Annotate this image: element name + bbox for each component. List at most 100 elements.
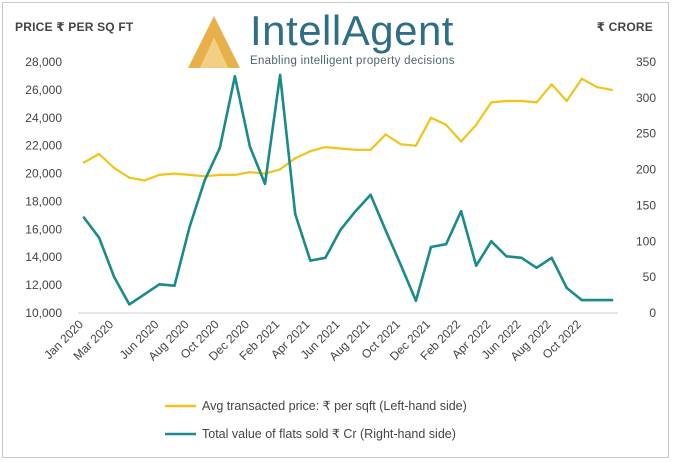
value-data-point — [233, 75, 237, 78]
value-data-point — [399, 263, 402, 267]
left-y-tick-label: 16,000 — [25, 222, 62, 236]
price-data-point — [610, 88, 614, 92]
price-data-point — [143, 179, 146, 182]
value-data-point — [429, 245, 433, 249]
price-data-point — [233, 173, 237, 177]
value-data-point — [565, 286, 568, 290]
left-y-tick-label: 28,000 — [25, 55, 62, 69]
left-axis-title: PRICE ₹ PER SQ FT — [15, 20, 134, 34]
value-data-point — [309, 259, 312, 262]
right-y-tick-label: 50 — [643, 270, 657, 284]
value-data-point — [203, 179, 206, 182]
value-data-point — [112, 275, 116, 279]
price-data-point — [218, 173, 221, 177]
price-data-point — [369, 148, 372, 152]
left-y-tick-label: 26,000 — [25, 83, 62, 97]
price-data-point — [580, 77, 584, 80]
price-data-point — [128, 176, 131, 179]
value-data-point — [324, 256, 327, 259]
value-data-point — [248, 145, 252, 148]
value-data-point — [505, 255, 508, 258]
value-data-point — [580, 298, 584, 302]
price-data-point — [173, 172, 176, 175]
value-data-point — [82, 216, 86, 219]
price-data-point — [384, 133, 387, 136]
price-data-point — [399, 143, 402, 146]
value-data-point — [263, 182, 267, 186]
left-y-tick-label: 20,000 — [25, 167, 62, 181]
right-y-tick-label: 250 — [636, 127, 656, 141]
price-data-point — [188, 173, 191, 177]
legend: Avg transacted price: ₹ per sqft (Left-h… — [165, 399, 467, 441]
price-data-point — [550, 83, 553, 86]
left-y-tick-label: 18,000 — [25, 194, 62, 208]
value-data-point — [595, 298, 599, 302]
price-data-point — [414, 144, 418, 147]
price-data-point — [82, 161, 86, 164]
price-data-point — [112, 166, 116, 170]
value-data-point — [444, 242, 448, 246]
value-data-point — [610, 298, 614, 302]
logo-mark-icon — [188, 16, 240, 68]
value-data-point — [459, 209, 463, 213]
right-y-tick-label: 150 — [636, 198, 656, 212]
price-data-point — [475, 123, 478, 126]
right-y-tick-label: 0 — [649, 306, 656, 320]
value-data-point — [173, 284, 176, 287]
value-data-point — [294, 212, 297, 216]
left-y-axis: 10,000 12,000 14,000 16,000 18,000 20,000 22,0… — [25, 55, 62, 320]
price-data-point — [97, 152, 101, 156]
price-data-point — [459, 140, 463, 143]
legend-value-label: Total value of flats sold ₹ Cr (Right-ha… — [202, 427, 456, 441]
value-data-point — [354, 209, 357, 213]
legend-price-label: Avg transacted price: ₹ per sqft (Left-h… — [202, 399, 467, 413]
left-y-tick-label: 14,000 — [25, 250, 62, 264]
left-y-tick-label: 12,000 — [25, 278, 62, 292]
series-lines — [82, 73, 614, 306]
right-y-axis: 0 50 100 150 200 250 300 350 — [636, 55, 656, 320]
chart-frame — [2, 2, 669, 458]
price-data-point — [339, 147, 342, 150]
price-data-point — [595, 85, 599, 89]
value-data-point — [414, 299, 418, 303]
left-y-tick-label: 10,000 — [25, 306, 62, 320]
price-series-line — [82, 77, 614, 182]
value-data-point — [339, 228, 342, 232]
value-data-point — [218, 146, 221, 150]
price-data-point — [309, 150, 312, 153]
price-data-point — [535, 101, 538, 104]
brand-name: IntellAgent — [250, 7, 454, 54]
value-data-point — [550, 256, 553, 259]
price-data-point — [490, 101, 493, 104]
price-data-point — [354, 148, 357, 152]
price-data-point — [520, 99, 523, 103]
value-series-line — [82, 73, 614, 306]
brand-tagline: Enabling intelligent property decisions — [250, 55, 455, 67]
price-data-point — [324, 145, 327, 149]
price-data-point — [158, 173, 161, 177]
price-data-point — [278, 168, 282, 171]
value-data-point — [384, 229, 387, 232]
right-y-tick-label: 100 — [636, 234, 656, 248]
price-data-point — [505, 99, 508, 103]
price-data-point — [565, 99, 568, 103]
value-data-point — [520, 256, 523, 259]
value-data-point — [278, 73, 282, 77]
price-data-point — [429, 116, 433, 119]
price-data-point — [248, 170, 252, 174]
left-y-tick-label: 22,000 — [25, 139, 62, 153]
right-y-tick-label: 300 — [636, 91, 656, 105]
right-y-tick-label: 350 — [636, 55, 656, 69]
value-data-point — [188, 225, 191, 229]
value-data-point — [128, 303, 131, 306]
price-data-point — [444, 123, 448, 126]
value-data-point — [475, 264, 478, 267]
value-data-point — [535, 266, 538, 270]
value-data-point — [369, 193, 372, 196]
value-data-point — [158, 283, 161, 286]
right-y-tick-label: 200 — [636, 163, 656, 177]
value-data-point — [97, 236, 101, 239]
left-y-tick-label: 24,000 — [25, 111, 62, 125]
